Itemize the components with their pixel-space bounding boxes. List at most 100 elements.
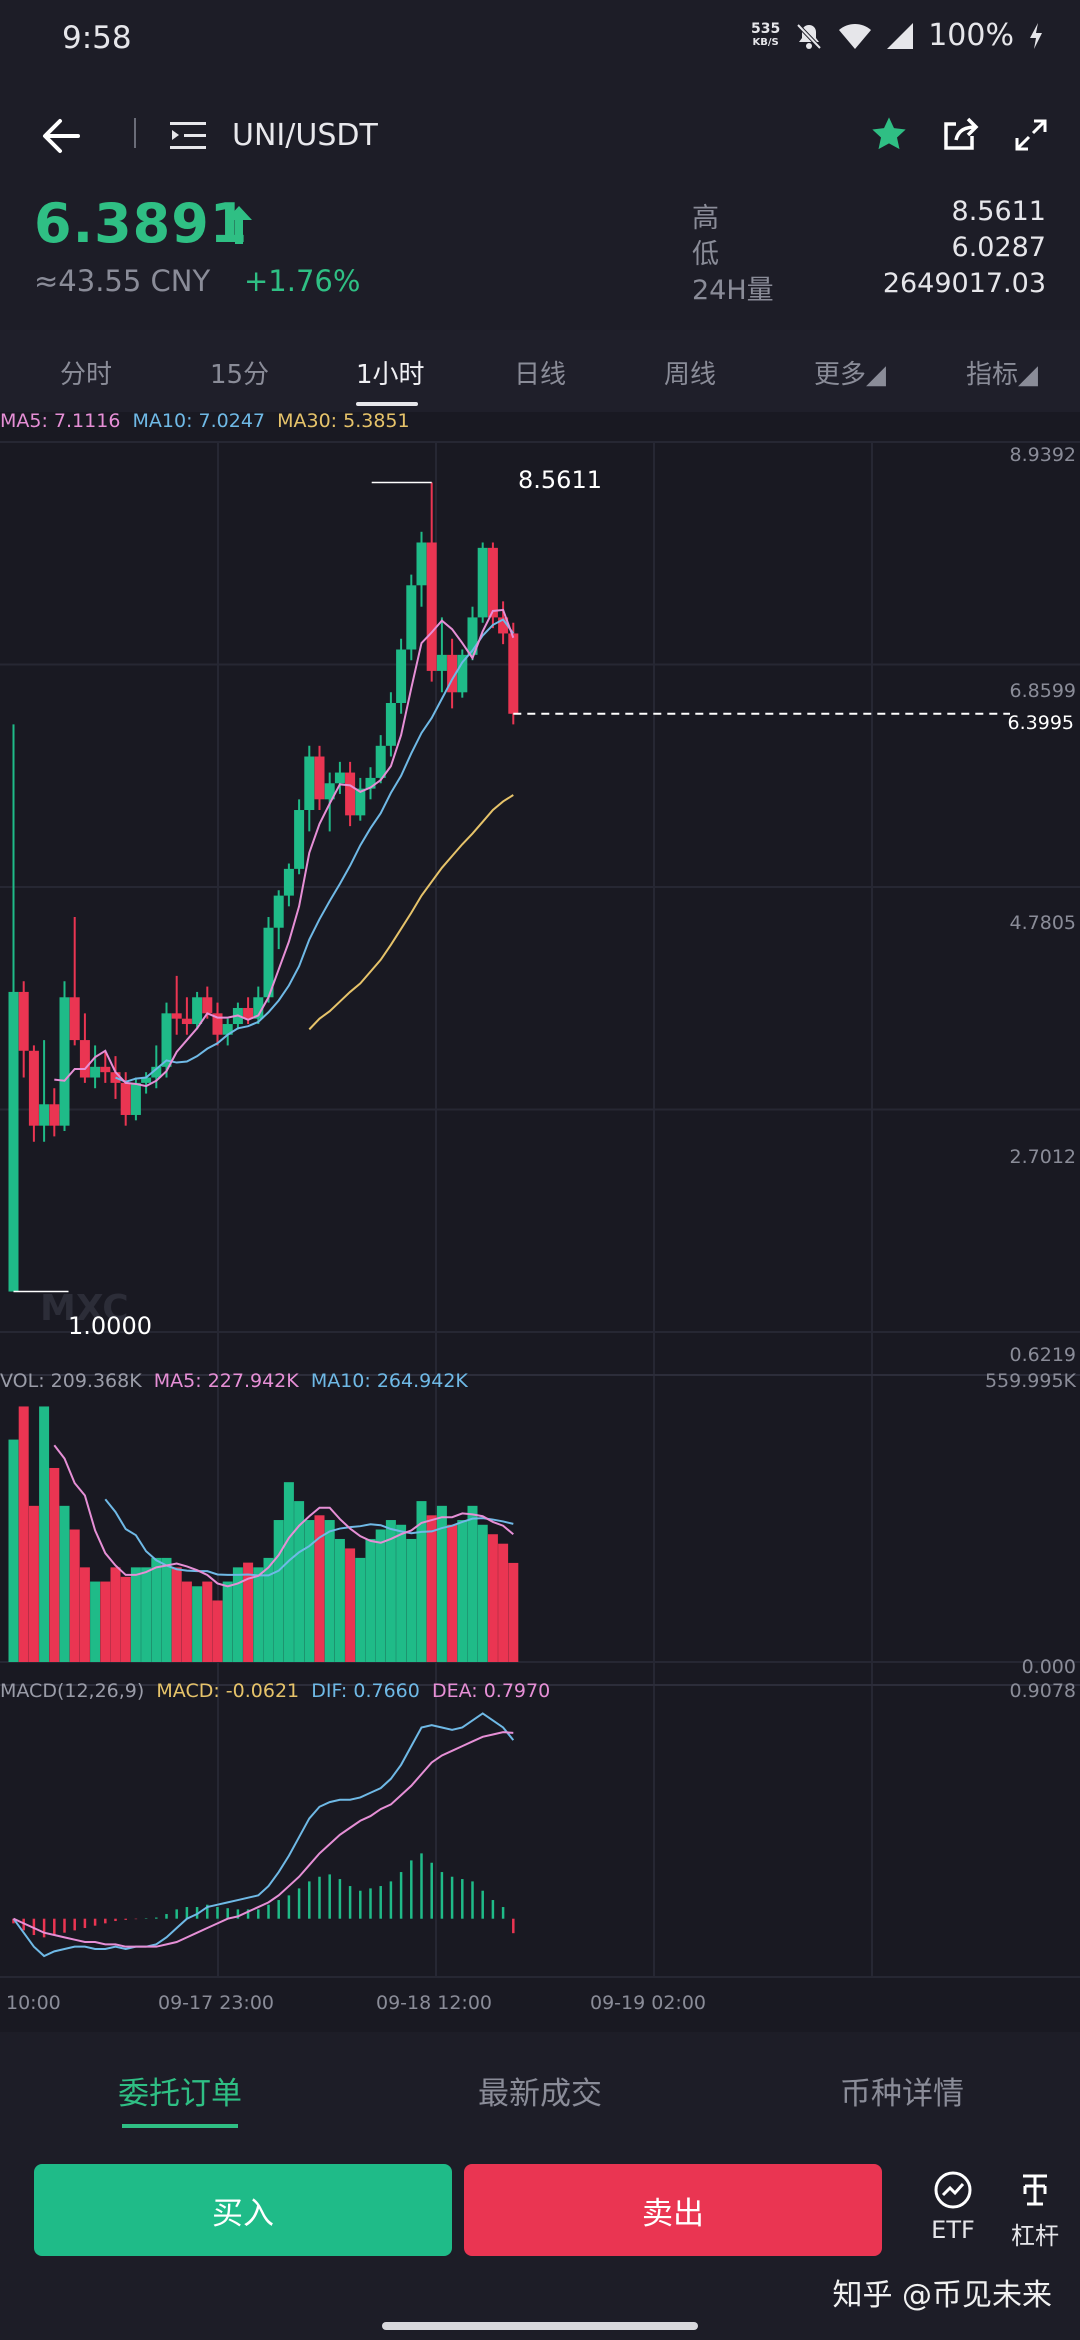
candle bbox=[324, 783, 335, 800]
volume-bar bbox=[447, 1524, 458, 1662]
tab-1hour[interactable]: 1小时 bbox=[356, 360, 425, 390]
active-tab-indicator bbox=[356, 402, 418, 406]
price-axis-label: 8.9392 bbox=[1009, 444, 1076, 466]
tab-latest-trades[interactable]: 最新成交 bbox=[478, 2076, 602, 2112]
volume-bar bbox=[263, 1557, 274, 1662]
signal-icon bbox=[887, 22, 914, 49]
candle bbox=[8, 991, 19, 1292]
volume-bar bbox=[273, 1520, 284, 1662]
volume-bar bbox=[202, 1581, 213, 1662]
volume-bar bbox=[385, 1520, 396, 1662]
ma30-line bbox=[308, 794, 514, 1031]
star-icon[interactable] bbox=[868, 114, 910, 154]
pair-title[interactable]: UNI/USDT bbox=[232, 118, 378, 153]
candle bbox=[171, 1013, 182, 1019]
volume-bar bbox=[49, 1467, 60, 1662]
candle bbox=[477, 547, 488, 618]
fullscreen-icon[interactable] bbox=[1014, 118, 1048, 152]
volume-bar bbox=[181, 1581, 192, 1662]
volume-bar bbox=[355, 1557, 366, 1662]
tab-indicators[interactable]: 指标◢ bbox=[966, 360, 1038, 390]
tab-day[interactable]: 日线 bbox=[514, 360, 567, 390]
candle bbox=[49, 1104, 60, 1126]
status-time: 9:58 bbox=[62, 20, 132, 56]
candle bbox=[385, 703, 396, 746]
grid-lines bbox=[0, 441, 1080, 1978]
volume-bar bbox=[79, 1567, 90, 1662]
bottom-tabs: 委托订单 最新成交 币种详情 bbox=[0, 2032, 1080, 2150]
volume-bar bbox=[18, 1406, 29, 1662]
tab-fenshi[interactable]: 分时 bbox=[60, 360, 113, 390]
vol-ma10-legend: MA10: 264.942K bbox=[310, 1370, 468, 1392]
charging-icon bbox=[1030, 22, 1042, 49]
leverage-icon bbox=[1023, 2174, 1047, 2206]
vol-ma5-legend: MA5: 227.942K bbox=[153, 1370, 299, 1392]
ma-legend: MA5: 7.1116 MA10: 7.0247 MA30: 5.3851 bbox=[0, 410, 410, 432]
chart-area[interactable]: MXC MA5: 7.1116 MA10: 7.0247 MA30: 5.385… bbox=[0, 410, 1080, 2032]
volume-bar bbox=[151, 1557, 162, 1662]
candle bbox=[79, 1040, 90, 1078]
candle bbox=[28, 1050, 39, 1126]
share-icon[interactable] bbox=[942, 114, 982, 154]
volume-bar bbox=[161, 1557, 172, 1662]
candle bbox=[498, 617, 509, 634]
candle bbox=[39, 1104, 50, 1126]
candle bbox=[243, 1007, 254, 1019]
tab-15min[interactable]: 15分 bbox=[210, 360, 270, 390]
zhihu-watermark: 知乎 @币见未来 bbox=[832, 2278, 1052, 2313]
volume-bar bbox=[130, 1567, 141, 1662]
candle bbox=[202, 997, 213, 1014]
high-label: 高 bbox=[692, 203, 719, 234]
tab-week[interactable]: 周线 bbox=[664, 360, 717, 390]
volume-bar bbox=[436, 1505, 447, 1662]
volume-bar bbox=[416, 1501, 427, 1662]
sell-button[interactable]: 卖出 bbox=[464, 2164, 882, 2256]
time-axis-label: 09-18 12:00 bbox=[376, 1992, 493, 2014]
buy-button[interactable]: 买入 bbox=[34, 2164, 452, 2256]
battery-level: 100% bbox=[928, 18, 1014, 53]
volume-bar bbox=[28, 1505, 39, 1662]
leverage-button[interactable]: 杠杆 bbox=[1000, 2170, 1070, 2251]
volume-bar bbox=[192, 1586, 203, 1662]
volume-bar bbox=[171, 1567, 182, 1662]
candle bbox=[365, 777, 376, 789]
candle bbox=[69, 997, 80, 1041]
volume-bar bbox=[508, 1562, 519, 1662]
ma30-legend: MA30: 5.3851 bbox=[277, 410, 410, 432]
tab-orders[interactable]: 委托订单 bbox=[118, 2076, 242, 2112]
back-arrow-icon[interactable] bbox=[40, 116, 82, 156]
volume-bar bbox=[375, 1529, 386, 1662]
ma10-line bbox=[115, 618, 515, 1083]
volume-bar bbox=[69, 1529, 80, 1662]
volume-bar bbox=[487, 1534, 498, 1662]
candle bbox=[120, 1082, 131, 1115]
candle bbox=[304, 756, 315, 811]
volume-bar bbox=[345, 1548, 356, 1662]
tab-coin-details[interactable]: 币种详情 bbox=[840, 2076, 964, 2112]
candle bbox=[355, 788, 366, 816]
volume-bar bbox=[59, 1505, 70, 1662]
candle bbox=[212, 1013, 223, 1035]
price-axis-label: 0.6219 bbox=[1009, 1344, 1076, 1366]
volume-bar bbox=[110, 1567, 121, 1662]
net-speed-value: 535 bbox=[750, 20, 781, 37]
macd-params-legend: MACD(12,26,9) bbox=[0, 1680, 145, 1702]
candle bbox=[508, 633, 519, 714]
candle bbox=[447, 654, 458, 693]
etf-button[interactable]: ETF bbox=[918, 2170, 988, 2244]
candle bbox=[130, 1082, 141, 1115]
etf-chart-icon bbox=[934, 2171, 972, 2209]
kline-chart[interactable]: MXC bbox=[0, 412, 1080, 2032]
vol-ma10-line bbox=[104, 1498, 514, 1577]
ma5-line bbox=[54, 608, 515, 1088]
tab-more[interactable]: 更多◢ bbox=[814, 360, 886, 390]
volume-bar bbox=[477, 1524, 488, 1662]
price-axis-label: 2.7012 bbox=[1009, 1146, 1076, 1168]
volume-bar bbox=[294, 1501, 305, 1662]
menu-list-icon[interactable] bbox=[170, 120, 208, 152]
candle bbox=[181, 1018, 192, 1025]
volume-axis-max: 559.995K bbox=[984, 1370, 1076, 1392]
high-marker: 8.5611 bbox=[518, 466, 602, 494]
volume-bar bbox=[426, 1515, 437, 1662]
vol-ma5-line bbox=[53, 1444, 514, 1588]
